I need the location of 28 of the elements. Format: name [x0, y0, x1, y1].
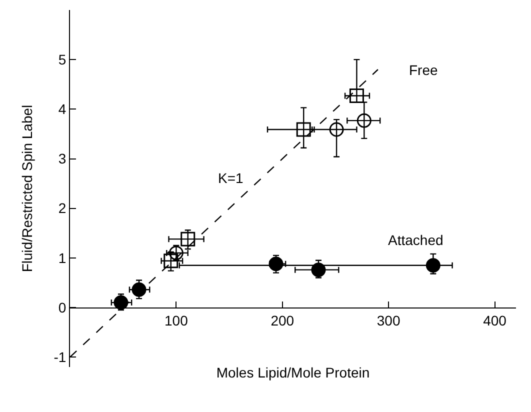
point — [426, 258, 440, 273]
y-tick-label: 4 — [58, 101, 66, 118]
y-tick-label: 3 — [58, 150, 66, 167]
x-tick-label: 200 — [270, 312, 294, 328]
y-axis-title: Fluid/Restricted Spin Label — [19, 104, 35, 272]
x-tick-label: 400 — [483, 312, 507, 328]
point — [296, 122, 311, 137]
y-tick-label: 0 — [58, 299, 66, 316]
annotation: Attached — [388, 232, 444, 248]
y-tick-label: 5 — [58, 51, 66, 68]
point — [311, 262, 326, 278]
annotation: K=1 — [218, 170, 244, 186]
point — [268, 256, 284, 272]
point — [349, 88, 364, 104]
point — [168, 246, 184, 260]
point — [180, 232, 196, 246]
y-tick-label: -1 — [54, 348, 66, 365]
x-tick-label: 300 — [376, 312, 400, 328]
point — [356, 113, 372, 128]
point — [329, 122, 344, 137]
y-tick-label: 1 — [58, 250, 66, 266]
y-tick-label: 2 — [58, 200, 66, 216]
x-tick-label: 100 — [164, 312, 188, 328]
point — [114, 295, 128, 310]
point — [132, 282, 146, 297]
annotation: Free — [409, 62, 438, 78]
point — [164, 254, 178, 268]
x-axis-title: Moles Lipid/Mole Protein — [216, 364, 370, 381]
